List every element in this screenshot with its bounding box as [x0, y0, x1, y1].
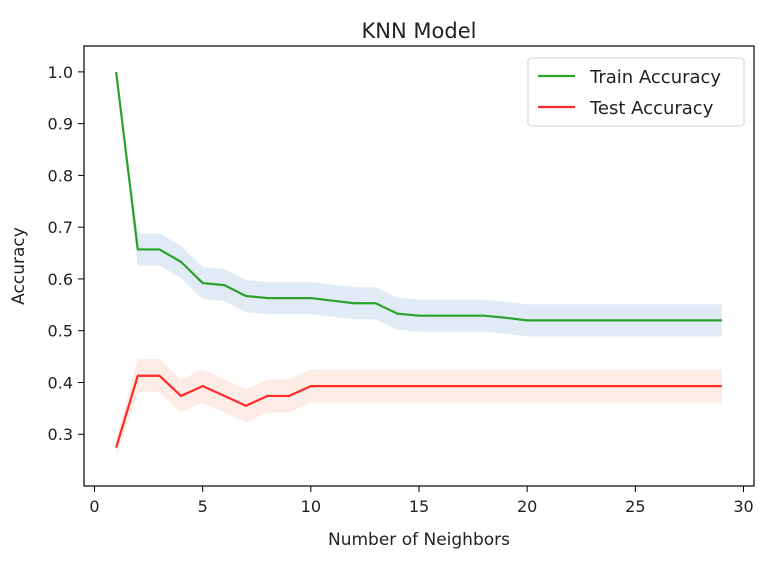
legend: Train Accuracy Test Accuracy	[527, 57, 745, 127]
y-tick-label: 0.4	[48, 373, 73, 392]
series-lines	[115, 71, 722, 449]
line-series-0	[115, 71, 722, 322]
x-axis-label: Number of Neighbors	[328, 530, 510, 550]
chart-title: KNN Model	[362, 19, 477, 43]
band-series-0	[116, 71, 722, 337]
x-axis-ticks: 0 5 10 15 20 25 30	[89, 486, 754, 516]
x-tick-label: 0	[89, 497, 99, 516]
x-tick-label: 10	[301, 497, 321, 516]
x-tick-label: 25	[625, 497, 645, 516]
y-tick-label: 0.9	[48, 115, 73, 134]
y-axis-label: Accuracy	[9, 227, 29, 305]
line-series-1	[115, 374, 722, 449]
y-tick-label: 0.3	[48, 425, 73, 444]
x-tick-label: 20	[517, 497, 537, 516]
confidence-bands	[116, 71, 722, 457]
band-series-1	[116, 359, 722, 457]
x-tick-label: 30	[733, 497, 753, 516]
legend-box	[527, 57, 745, 127]
y-tick-label: 0.7	[48, 218, 73, 237]
legend-label-test: Test Accuracy	[589, 98, 714, 119]
y-axis-ticks: 0.3 0.4 0.5 0.6 0.7 0.8 0.9 1.0	[48, 63, 84, 444]
y-tick-label: 1.0	[48, 63, 73, 82]
y-tick-label: 0.5	[48, 322, 73, 341]
y-tick-label: 0.6	[48, 270, 73, 289]
x-tick-label: 15	[409, 497, 429, 516]
x-tick-label: 5	[198, 497, 208, 516]
legend-label-train: Train Accuracy	[589, 67, 721, 88]
y-tick-label: 0.8	[48, 166, 73, 185]
